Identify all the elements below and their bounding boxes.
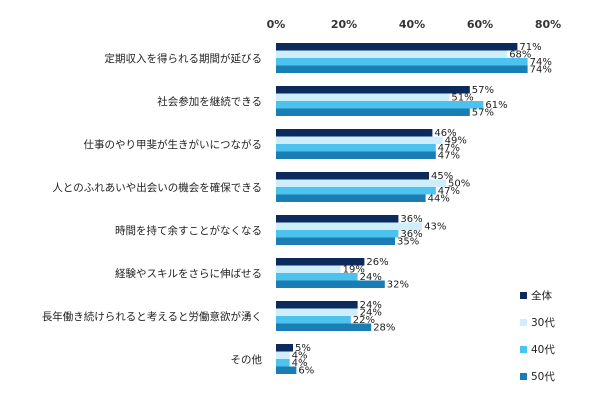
data-label: 46% [434, 128, 456, 139]
data-label: 47% [438, 151, 460, 162]
bar-50代 [276, 366, 297, 374]
category-label: 仕事のやり甲斐が生きがいにつながる [84, 138, 263, 151]
data-label: 57% [472, 85, 494, 96]
data-label: 74% [530, 65, 552, 76]
bar-50代 [276, 65, 528, 73]
x-tick-label: 40% [399, 18, 425, 31]
bar-50代 [276, 151, 436, 159]
data-label: 43% [424, 222, 446, 233]
bar-全体 [276, 215, 399, 223]
bar-50代 [276, 108, 470, 116]
bar-40代 [276, 144, 436, 152]
x-tick-label: 20% [331, 18, 357, 31]
data-label: 71% [519, 42, 541, 53]
bar-40代 [276, 187, 436, 195]
bar-全体 [276, 344, 293, 352]
data-label: 57% [472, 108, 494, 119]
category-label: 時間を持て余すことがなくなる [115, 224, 262, 237]
data-label: 24% [360, 308, 382, 319]
bar-全体 [276, 172, 429, 180]
bar-50代 [276, 237, 395, 245]
data-label: 36% [400, 214, 422, 225]
legend-label: 全体 [531, 289, 552, 302]
legend-swatch [520, 319, 527, 326]
bar-全体 [276, 43, 518, 51]
category-label: 定期収入を得られる期間が延びる [105, 52, 263, 65]
data-label: 68% [509, 50, 531, 61]
legend-swatch [520, 292, 527, 299]
bar-50代 [276, 194, 426, 202]
x-tick-label: 0% [267, 18, 286, 31]
x-tick-label: 60% [467, 18, 493, 31]
legend-label: 50代 [531, 371, 555, 383]
data-label: 6% [298, 366, 314, 377]
data-label: 44% [428, 194, 450, 205]
legend-swatch [520, 373, 527, 380]
bar-全体 [276, 301, 358, 309]
bar-30代 [276, 351, 290, 359]
data-label: 51% [451, 93, 473, 104]
data-label: 49% [445, 136, 467, 147]
data-label: 24% [360, 300, 382, 311]
data-label: 22% [353, 315, 375, 326]
bar-40代 [276, 316, 351, 324]
bar-30代 [276, 308, 358, 316]
category-label: その他 [231, 353, 263, 366]
data-label: 36% [400, 229, 422, 240]
data-label: 45% [431, 171, 453, 182]
bar-全体 [276, 86, 470, 94]
data-label: 47% [438, 186, 460, 197]
bar-50代 [276, 323, 372, 331]
legend-swatch [520, 346, 527, 353]
bar-30代 [276, 136, 443, 144]
data-label: 35% [397, 237, 419, 248]
data-label: 19% [343, 265, 365, 276]
data-label: 28% [373, 323, 395, 334]
bar-40代 [276, 230, 399, 238]
bar-40代 [276, 359, 290, 367]
bar-全体 [276, 258, 365, 266]
data-label: 4% [292, 358, 308, 369]
bar-40代 [276, 58, 528, 66]
bar-30代 [276, 50, 508, 58]
legend-label: 40代 [531, 344, 555, 356]
bar-40代 [276, 273, 358, 281]
data-label: 26% [366, 257, 388, 268]
category-label: 長年働き続けられると考えると労働意欲が湧く [42, 310, 262, 323]
category-label: 経験やスキルをさらに伸ばせる [115, 267, 262, 280]
data-label: 50% [448, 179, 470, 190]
category-label: 人とのふれあいや出会いの機会を確保できる [52, 181, 262, 194]
data-label: 5% [295, 343, 311, 354]
bar-30代 [276, 222, 423, 230]
data-label: 32% [387, 280, 409, 291]
data-label: 24% [360, 272, 382, 283]
legend-label: 30代 [531, 317, 555, 329]
data-label: 47% [438, 143, 460, 154]
data-label: 61% [485, 100, 507, 111]
data-label: 74% [530, 57, 552, 68]
bar-40代 [276, 101, 484, 109]
data-label: 4% [292, 351, 308, 362]
bar-50代 [276, 280, 385, 288]
category-label: 社会参加を継続できる [157, 95, 262, 108]
x-tick-label: 80% [535, 18, 561, 31]
bar-全体 [276, 129, 433, 137]
bar-30代 [276, 93, 450, 101]
bar-30代 [276, 265, 341, 273]
bar-30代 [276, 179, 446, 187]
